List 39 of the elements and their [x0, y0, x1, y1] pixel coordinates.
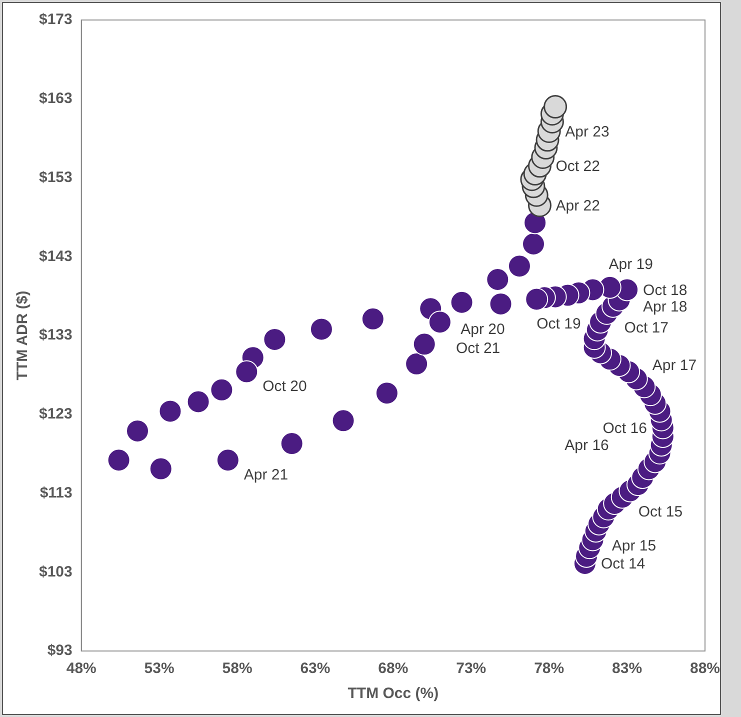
y-axis-title: TTM ADR ($) [14, 290, 32, 380]
annotation: Oct 15 [638, 503, 683, 520]
y-tick-label: $173 [38, 11, 72, 28]
annotation: Oct 18 [643, 282, 688, 299]
y-tick-label: $113 [40, 484, 72, 502]
x-tick-label: 78% [534, 660, 564, 678]
annotation: Apr 15 [612, 537, 656, 554]
annotation: Apr 21 [244, 466, 288, 484]
x-tick-label: 88% [690, 660, 720, 678]
y-tick-label: $93 [47, 642, 72, 660]
annotation: Apr 23 [565, 123, 610, 140]
x-axis-title: TTM Occ (%) [348, 685, 439, 702]
x-tick-label: 63% [300, 660, 330, 678]
annotation: Oct 20 [262, 378, 307, 395]
annotation: Apr 18 [643, 298, 688, 316]
x-tick-label: 53% [144, 660, 174, 678]
annotation: Oct 19 [536, 315, 581, 332]
x-tick-label: 83% [612, 660, 642, 678]
x-tick-label: 68% [378, 660, 408, 678]
y-tick-label: $123 [38, 406, 72, 423]
y-tick-label: $163 [38, 90, 72, 108]
annotation: Oct 16 [602, 420, 647, 437]
annotation: Oct 17 [624, 319, 668, 336]
annotation: Oct 21 [456, 340, 500, 358]
y-tick-label: $133 [38, 326, 72, 344]
point [544, 95, 568, 119]
annotation: Oct 14 [600, 556, 646, 573]
annotation: Apr 20 [460, 320, 505, 338]
annotation: Apr 22 [556, 197, 600, 214]
annotation: Apr 19 [608, 256, 653, 273]
annotation: Apr 16 [564, 436, 609, 454]
annotation: Apr 17 [652, 357, 697, 374]
annotation: Oct 22 [556, 158, 600, 176]
y-tick-label: $153 [38, 168, 72, 186]
x-tick-label: 73% [456, 660, 486, 678]
y-tick-label: $143 [38, 248, 72, 265]
x-tick-label: 48% [66, 660, 96, 678]
x-tick-label: 58% [222, 660, 252, 678]
y-tick-label: $103 [38, 563, 72, 580]
